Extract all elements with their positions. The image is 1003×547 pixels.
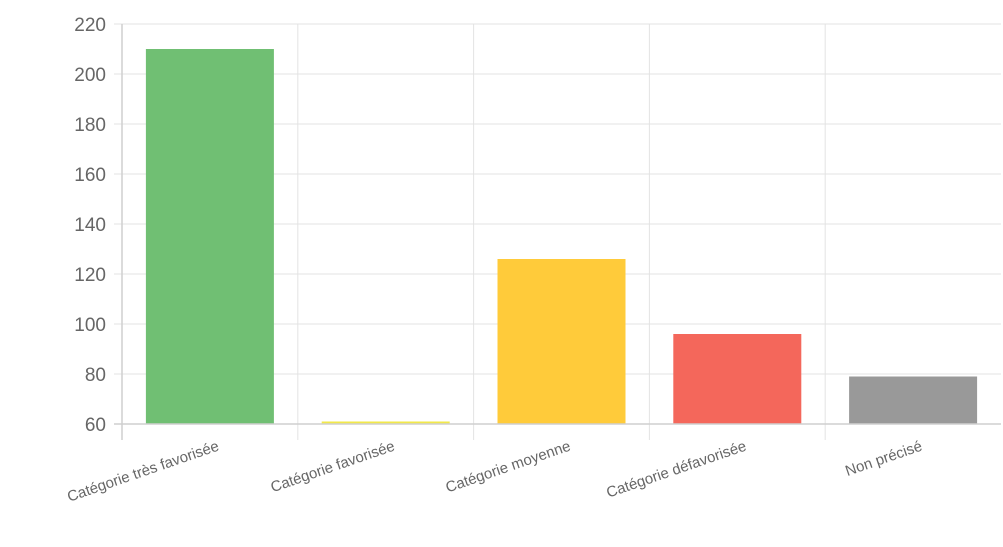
y-tick-label: 160 — [74, 165, 106, 186]
bar-layer — [145, 49, 978, 424]
y-tick-label: 180 — [74, 115, 106, 136]
bar — [497, 259, 626, 424]
x-category-label: Catégorie moyenne — [443, 438, 572, 497]
y-tick-label: 60 — [85, 415, 106, 436]
y-tick-label: 80 — [85, 365, 106, 386]
bar — [145, 49, 274, 424]
x-category-label: Non précisé — [843, 438, 924, 480]
y-tick-label: 100 — [74, 315, 106, 336]
y-tick-label: 120 — [74, 265, 106, 286]
y-tick-label: 200 — [74, 65, 106, 86]
x-category-label: Catégorie défavorisée — [604, 438, 748, 502]
bar — [849, 376, 978, 424]
bar — [673, 334, 802, 424]
x-category-label: Catégorie favorisée — [268, 438, 397, 496]
y-tick-label: 220 — [74, 15, 106, 36]
axis-layer — [114, 24, 1001, 440]
y-tick-label: 140 — [74, 215, 106, 236]
bar — [321, 421, 450, 424]
x-category-label: Catégorie très favorisée — [65, 438, 221, 506]
